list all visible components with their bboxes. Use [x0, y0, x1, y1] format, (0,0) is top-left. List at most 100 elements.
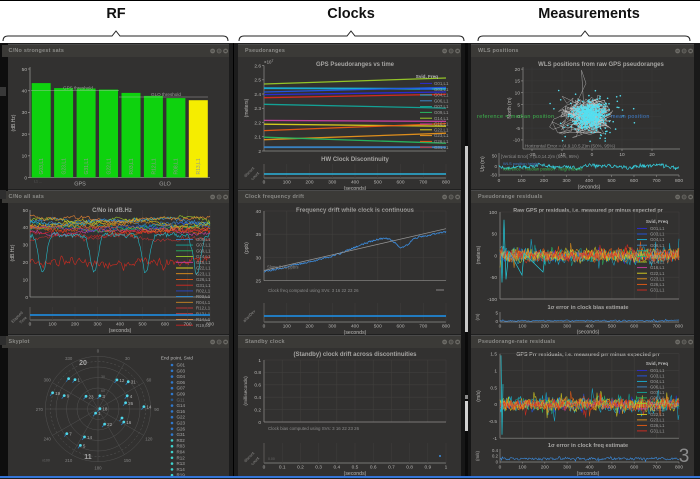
- svg-text:0.6: 0.6: [370, 465, 377, 471]
- svg-text:400: 400: [351, 324, 359, 330]
- svg-text:0.00: 0.00: [268, 457, 275, 461]
- svg-text:G03: G03: [177, 368, 186, 373]
- svg-text:2.2: 2.2: [254, 120, 261, 126]
- svg-text:G31,L1: G31,L1: [650, 288, 665, 293]
- svg-text:30: 30: [125, 356, 130, 361]
- svg-text:30: 30: [256, 255, 262, 261]
- svg-text:400: 400: [116, 322, 124, 328]
- svg-text:0: 0: [263, 324, 266, 330]
- svg-text:0.3: 0.3: [315, 465, 322, 471]
- svg-text:G31: G31: [177, 432, 186, 437]
- svg-text:700: 700: [419, 324, 427, 330]
- svg-text:700: 700: [653, 465, 661, 471]
- svg-text:G03,L1: G03,L1: [39, 158, 45, 175]
- svg-text:G14,L1: G14,L1: [434, 116, 449, 121]
- svg-text:500: 500: [607, 178, 615, 184]
- svg-text:[Vertical Error] = (5.0,14.2)m: [Vertical Error] = (5.0,14.2)m (50%, 95%…: [501, 154, 579, 159]
- svg-text:10: 10: [23, 277, 29, 283]
- svg-text:G01,L1: G01,L1: [650, 226, 665, 231]
- svg-text:40: 40: [256, 209, 262, 215]
- svg-text:G06,L1: G06,L1: [650, 243, 665, 248]
- svg-text:-1: -1: [493, 436, 498, 442]
- svg-text:200: 200: [305, 324, 313, 330]
- svg-text:reference = median position ·: reference = median position · height abo…: [503, 167, 583, 172]
- svg-text:2: 2: [258, 149, 261, 155]
- svg-text:Clock bias computed using SVs:: Clock bias computed using SVs: 3 16 22 2…: [268, 426, 360, 431]
- svg-text:600: 600: [396, 180, 404, 186]
- svg-text:G22,L1: G22,L1: [434, 127, 449, 132]
- svg-text:G14: G14: [177, 403, 186, 408]
- svg-text:14: 14: [146, 405, 152, 410]
- svg-text:Clock freq computed using SVs:: Clock freq computed using SVs: 3 16 22 2…: [268, 288, 359, 293]
- svg-text:0: 0: [263, 180, 266, 186]
- svg-text:GPS threshold: GPS threshold: [63, 85, 93, 90]
- svg-text:2.5: 2.5: [254, 78, 261, 84]
- svg-text:0: 0: [25, 295, 28, 301]
- svg-text:100: 100: [517, 178, 525, 184]
- svg-text:0.9: 0.9: [424, 465, 431, 471]
- svg-text:400: 400: [585, 178, 593, 184]
- svg-text:150: 150: [124, 458, 132, 463]
- svg-text:(seconds): (seconds): [109, 328, 132, 334]
- svg-text:600: 600: [630, 178, 638, 184]
- svg-text:-10: -10: [513, 138, 520, 144]
- svg-text:G04,L1: G04,L1: [434, 93, 449, 98]
- svg-text:G06,L1: G06,L1: [434, 98, 449, 103]
- svg-text:50: 50: [22, 67, 28, 73]
- svg-text:20: 20: [79, 360, 87, 367]
- svg-text:G23,L1: G23,L1: [650, 418, 665, 423]
- svg-text:G23,L1: G23,L1: [650, 276, 665, 281]
- svg-text:12: 12: [119, 378, 125, 383]
- svg-text:G23,L1: G23,L1: [434, 133, 449, 138]
- svg-text:330: 330: [65, 356, 73, 361]
- svg-text:4: 4: [130, 394, 133, 399]
- svg-text:R14: R14: [177, 467, 186, 472]
- svg-text:-5: -5: [516, 126, 521, 132]
- svg-text:0: 0: [29, 322, 32, 328]
- svg-text:20: 20: [515, 67, 521, 73]
- svg-text:G23,L1: G23,L1: [196, 271, 211, 276]
- svg-text:700: 700: [653, 324, 661, 330]
- svg-text:G16,L1: G16,L1: [650, 265, 665, 270]
- svg-text:100: 100: [48, 322, 56, 328]
- svg-text:35: 35: [256, 232, 262, 238]
- svg-text:R13: R13: [177, 461, 186, 466]
- svg-text:0.7: 0.7: [388, 465, 395, 471]
- svg-text:300: 300: [93, 322, 101, 328]
- svg-text:800: 800: [442, 180, 450, 186]
- svg-text:600: 600: [630, 465, 638, 471]
- svg-text:2.4: 2.4: [254, 92, 261, 98]
- svg-text:(milliseconds): (milliseconds): [243, 376, 249, 406]
- svg-text:-50: -50: [490, 275, 497, 281]
- svg-text:G04: G04: [177, 374, 186, 379]
- svg-text:100: 100: [518, 465, 526, 471]
- svg-text:G31,L1: G31,L1: [84, 158, 90, 175]
- svg-text:G26,L1: G26,L1: [650, 282, 665, 287]
- svg-text:GLO threshold: GLO threshold: [151, 92, 181, 97]
- svg-text:G07,L1: G07,L1: [196, 243, 211, 248]
- svg-text:(m): (m): [475, 313, 480, 320]
- svg-text:60: 60: [101, 389, 105, 393]
- svg-text:G16: G16: [177, 409, 186, 414]
- svg-text:G16,L1: G16,L1: [196, 260, 211, 265]
- svg-text:R14,L1: R14,L1: [196, 317, 211, 322]
- svg-text:Svid, Freq: Svid, Freq: [416, 74, 438, 79]
- svg-text:500: 500: [374, 324, 382, 330]
- svg-text:0.8: 0.8: [406, 465, 413, 471]
- svg-text:-50: -50: [490, 173, 497, 178]
- svg-text:180: 180: [94, 466, 102, 471]
- svg-text:40: 40: [22, 89, 28, 95]
- svg-text:R03,L1: R03,L1: [196, 294, 211, 299]
- svg-text:GPS: GPS: [74, 182, 86, 188]
- svg-text:10: 10: [22, 154, 28, 160]
- svg-text:0.1: 0.1: [279, 465, 286, 471]
- svg-text:600: 600: [630, 324, 638, 330]
- svg-text:300: 300: [44, 378, 52, 383]
- svg-text:GPS Prr residuals, i.e. measur: GPS Prr residuals, i.e. measured prr min…: [516, 352, 660, 358]
- svg-text:31: 31: [131, 380, 137, 385]
- svg-text:G01,L1: G01,L1: [434, 81, 449, 86]
- svg-text:allanDev: allanDev: [242, 309, 257, 324]
- svg-text:10: 10: [619, 152, 625, 158]
- svg-text:G03,L1: G03,L1: [434, 87, 449, 92]
- svg-text:G09,L1: G09,L1: [196, 248, 211, 253]
